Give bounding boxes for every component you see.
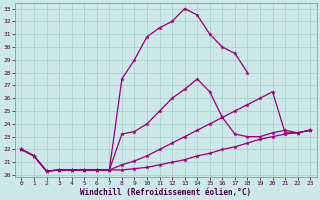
X-axis label: Windchill (Refroidissement éolien,°C): Windchill (Refroidissement éolien,°C) [80, 188, 252, 197]
